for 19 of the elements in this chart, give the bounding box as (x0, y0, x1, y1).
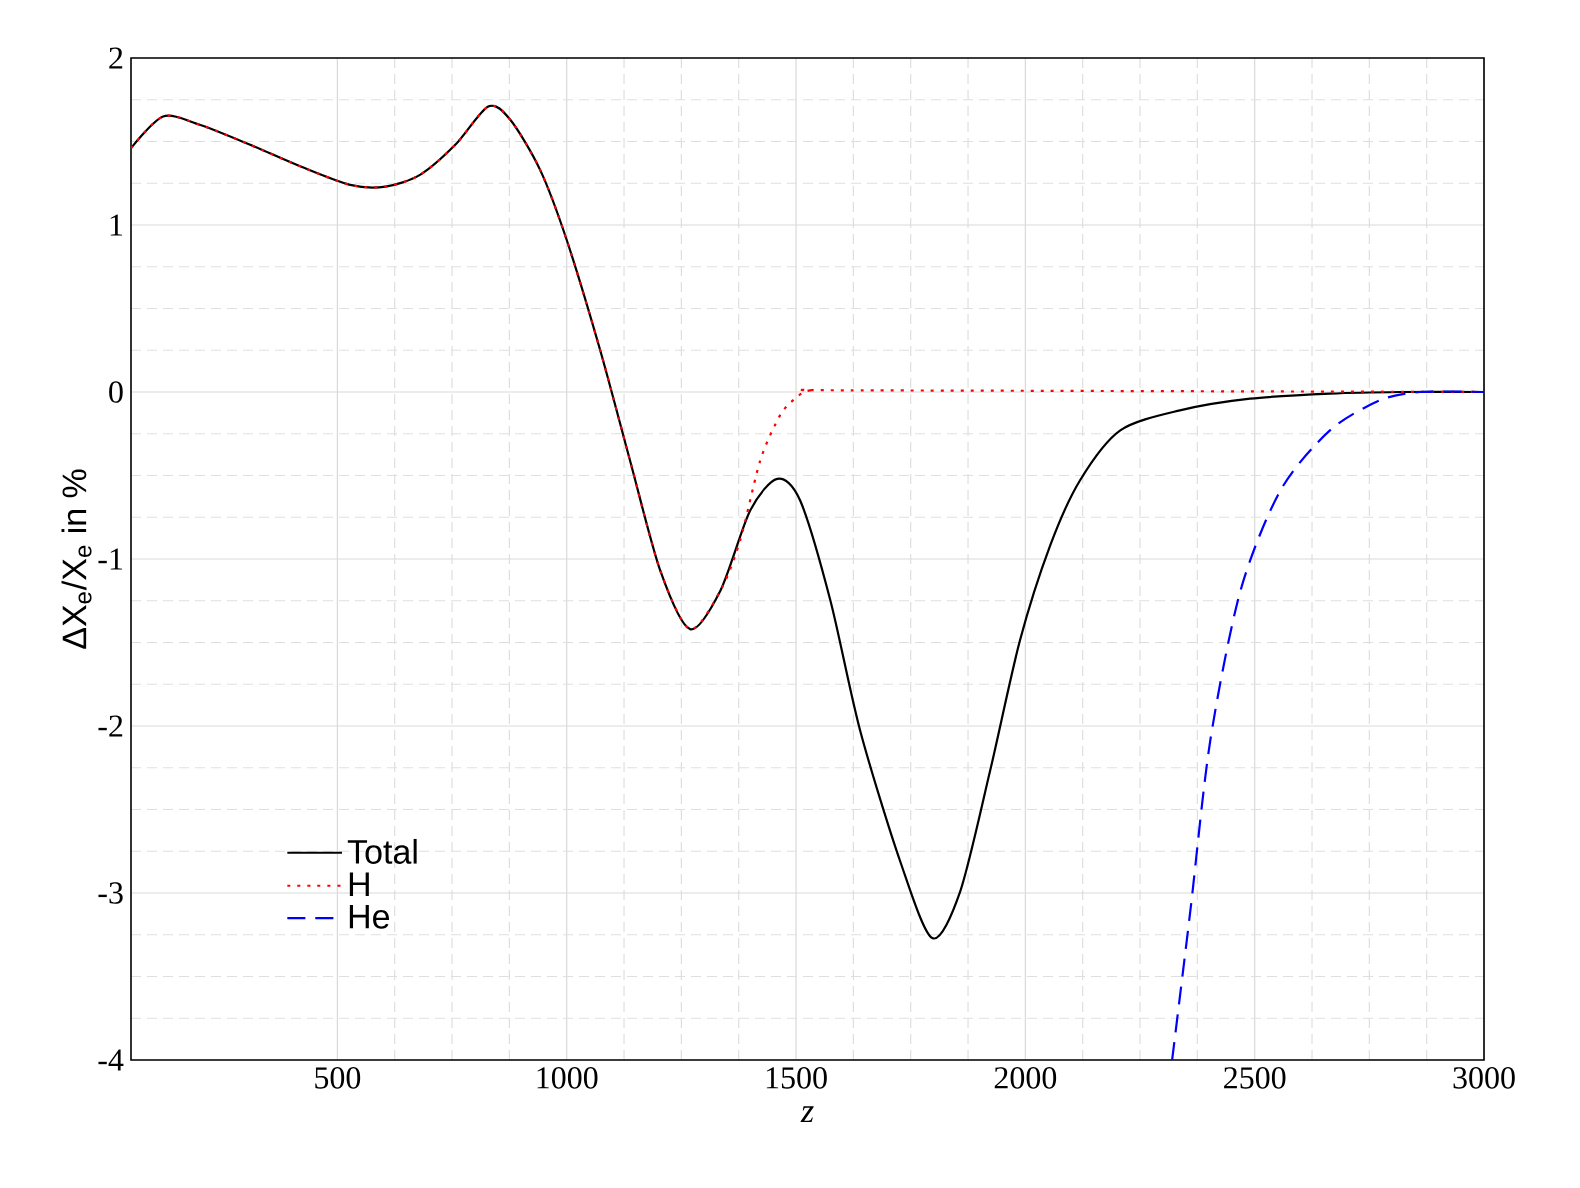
legend-label: Total (347, 838, 417, 864)
legend-label: He (349, 904, 390, 929)
y-axis-title: ΔX$_{e}$/X$_{e}$ in % (61, 469, 92, 649)
x-tick-label: 1000 (537, 1067, 598, 1089)
y-tick-label: 1 (110, 214, 123, 236)
x-axis-title: z (800, 1106, 814, 1122)
x-tick-label: 2000 (994, 1067, 1057, 1089)
y-tick-label: -2 (98, 715, 123, 737)
line-series (1171, 390, 1485, 1060)
y-tick-label: -4 (98, 1049, 124, 1071)
y-tick-label: -1 (98, 548, 123, 570)
x-tick-label: 500 (315, 1067, 361, 1089)
y-tick-label: 2 (109, 47, 123, 69)
y-tick-label: -3 (98, 882, 123, 904)
x-tick-label: 2500 (1224, 1067, 1286, 1089)
x-tick-label: 1500 (766, 1067, 827, 1089)
y-tick-label: 0 (109, 381, 123, 403)
legend-label: H (349, 872, 369, 896)
x-tick-label: 3000 (1453, 1067, 1515, 1089)
